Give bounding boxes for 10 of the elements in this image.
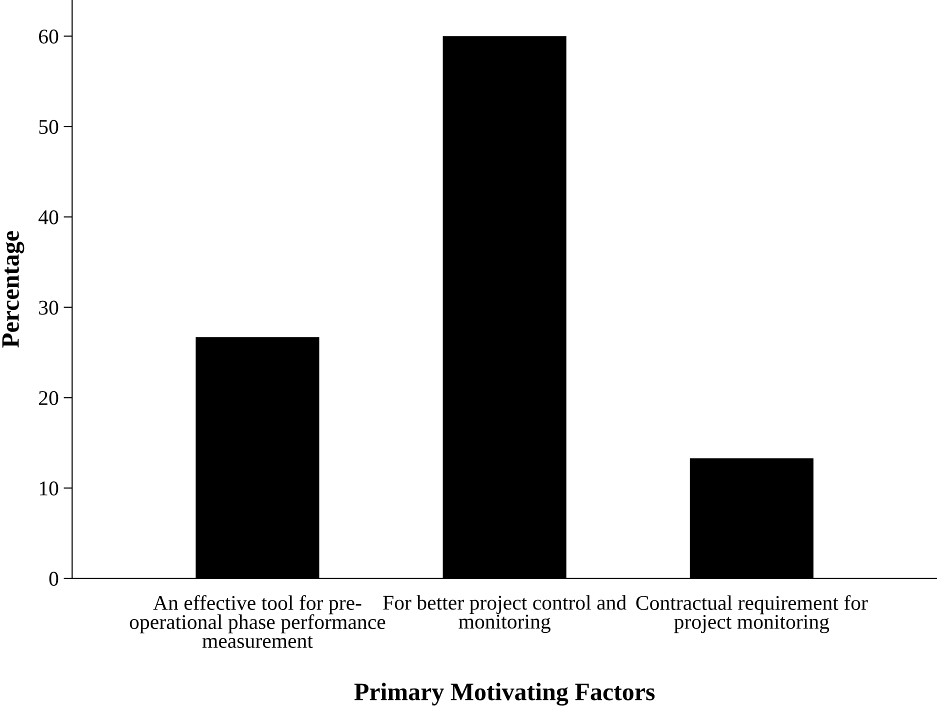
x-axis-title: Primary Motivating Factors — [354, 682, 655, 706]
x-tick-label: Contractual requirement for project monitoring — [636, 595, 868, 634]
y-tick-label: 10 — [40, 481, 58, 496]
y-tick-label: 40 — [38, 210, 58, 224]
y-tick-label: 60 — [39, 30, 58, 44]
y-tick-label: 0 — [49, 572, 58, 586]
y-tick-label: 50 — [39, 120, 58, 134]
y-axis-title: Percentage — [2, 231, 24, 348]
y-tick-label: 30 — [39, 300, 58, 315]
y-tick-label: 20 — [39, 391, 58, 406]
